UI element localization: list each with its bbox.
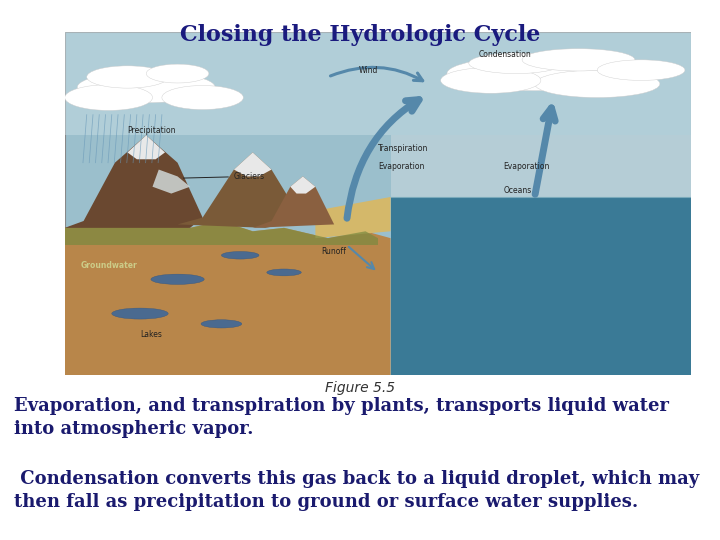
- Text: Wind: Wind: [359, 66, 379, 75]
- Text: Evaporation, and transpiration by plants, transports liquid water
into atmospher: Evaporation, and transpiration by plants…: [14, 397, 670, 438]
- Polygon shape: [178, 152, 303, 228]
- Polygon shape: [315, 197, 390, 238]
- Polygon shape: [253, 177, 334, 228]
- Ellipse shape: [267, 269, 301, 276]
- Ellipse shape: [151, 274, 204, 285]
- FancyBboxPatch shape: [65, 32, 691, 375]
- Polygon shape: [390, 135, 691, 197]
- Polygon shape: [127, 135, 165, 159]
- Text: Groundwater: Groundwater: [81, 261, 138, 270]
- Ellipse shape: [534, 70, 660, 98]
- Ellipse shape: [222, 252, 259, 259]
- Text: Oceans: Oceans: [503, 186, 531, 194]
- Polygon shape: [290, 177, 315, 193]
- Ellipse shape: [201, 320, 242, 328]
- Ellipse shape: [598, 60, 685, 80]
- Text: Glaciers: Glaciers: [184, 172, 265, 181]
- Polygon shape: [65, 218, 378, 245]
- Polygon shape: [390, 197, 691, 375]
- Ellipse shape: [162, 85, 243, 110]
- Ellipse shape: [447, 56, 622, 91]
- Ellipse shape: [65, 85, 153, 110]
- Polygon shape: [153, 170, 190, 193]
- Polygon shape: [234, 152, 271, 177]
- Ellipse shape: [146, 64, 209, 83]
- Ellipse shape: [77, 72, 215, 103]
- Ellipse shape: [469, 53, 563, 73]
- Polygon shape: [65, 32, 691, 135]
- Text: Precipitation: Precipitation: [127, 126, 176, 134]
- Text: Lakes: Lakes: [140, 329, 162, 339]
- Polygon shape: [65, 218, 390, 375]
- Ellipse shape: [441, 68, 541, 93]
- Ellipse shape: [522, 49, 635, 71]
- Text: Closing the Hydrologic Cycle: Closing the Hydrologic Cycle: [180, 24, 540, 46]
- Ellipse shape: [86, 66, 168, 88]
- Ellipse shape: [112, 308, 168, 319]
- Text: Evaporation: Evaporation: [503, 161, 549, 171]
- Text: Condensation: Condensation: [478, 50, 531, 59]
- Text: Runoff: Runoff: [322, 247, 346, 256]
- Polygon shape: [65, 135, 202, 228]
- Text: Transpiration: Transpiration: [378, 145, 428, 153]
- Text: Condensation converts this gas back to a liquid droplet, which may
then fall as : Condensation converts this gas back to a…: [14, 470, 700, 511]
- Text: Figure 5.5: Figure 5.5: [325, 381, 395, 395]
- Text: Evaporation: Evaporation: [378, 161, 424, 171]
